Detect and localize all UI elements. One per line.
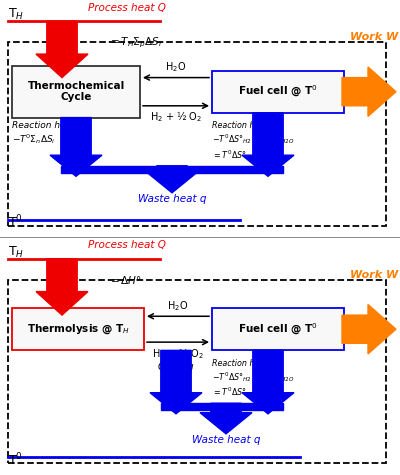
Text: Waste heat q: Waste heat q bbox=[138, 194, 206, 204]
Polygon shape bbox=[146, 166, 198, 193]
Text: T$_H$: T$_H$ bbox=[8, 7, 24, 22]
Text: $= \Delta H°$: $= \Delta H°$ bbox=[108, 274, 142, 286]
Text: Cooling: Cooling bbox=[158, 362, 194, 372]
Polygon shape bbox=[161, 403, 283, 410]
Text: Fuel cell @ T$^0$: Fuel cell @ T$^0$ bbox=[238, 322, 318, 337]
Text: Process heat Q: Process heat Q bbox=[88, 240, 166, 250]
Text: T$_H$: T$_H$ bbox=[8, 245, 24, 260]
Polygon shape bbox=[242, 113, 294, 176]
Polygon shape bbox=[342, 304, 396, 354]
Text: T$^0$: T$^0$ bbox=[8, 214, 23, 230]
FancyBboxPatch shape bbox=[212, 308, 344, 351]
Polygon shape bbox=[342, 67, 396, 116]
Polygon shape bbox=[200, 403, 252, 434]
FancyBboxPatch shape bbox=[12, 66, 140, 118]
FancyBboxPatch shape bbox=[12, 308, 144, 351]
Text: Work W: Work W bbox=[350, 32, 398, 42]
Text: Reaction heat
$-T^0 \Delta S°_{H2+V\!2\ O2\rightarrow H2O}$
$= T^0 \Delta S°$: Reaction heat $-T^0 \Delta S°_{H2+V\!2\ … bbox=[212, 121, 294, 161]
Text: Reaction heat
$-T^0 \Sigma_n \Delta S_i$: Reaction heat $-T^0 \Sigma_n \Delta S_i$ bbox=[12, 121, 75, 146]
Polygon shape bbox=[36, 259, 88, 315]
Polygon shape bbox=[36, 21, 88, 77]
Text: Work W: Work W bbox=[350, 270, 398, 280]
Text: Thermochemical
Cycle: Thermochemical Cycle bbox=[27, 81, 125, 103]
Text: $= T_H\Sigma_p \Delta S_i$: $= T_H\Sigma_p \Delta S_i$ bbox=[108, 35, 162, 49]
Polygon shape bbox=[242, 351, 294, 414]
FancyBboxPatch shape bbox=[212, 71, 344, 113]
Polygon shape bbox=[150, 351, 202, 414]
Text: H$_2$ + ½ O$_2$: H$_2$ + ½ O$_2$ bbox=[152, 346, 204, 361]
Polygon shape bbox=[50, 118, 102, 176]
Text: H$_2$ + ½ O$_2$: H$_2$ + ½ O$_2$ bbox=[150, 109, 202, 124]
Text: Waste heat q: Waste heat q bbox=[192, 435, 260, 445]
Text: Reaction heat
$-T^0 \Delta S°_{H2+V\!2\ O2\rightarrow H2O}$
$= T^0 \Delta S°$: Reaction heat $-T^0 \Delta S°_{H2+V\!2\ … bbox=[212, 359, 294, 398]
Text: H$_2$O: H$_2$O bbox=[167, 299, 189, 313]
Text: H$_2$O: H$_2$O bbox=[165, 60, 187, 74]
Text: Fuel cell @ T$^0$: Fuel cell @ T$^0$ bbox=[238, 84, 318, 99]
Text: Process heat Q: Process heat Q bbox=[88, 3, 166, 13]
Polygon shape bbox=[61, 166, 283, 173]
Text: T$^0$: T$^0$ bbox=[8, 451, 23, 468]
Text: Thermolysis @ T$_H$: Thermolysis @ T$_H$ bbox=[26, 323, 130, 336]
